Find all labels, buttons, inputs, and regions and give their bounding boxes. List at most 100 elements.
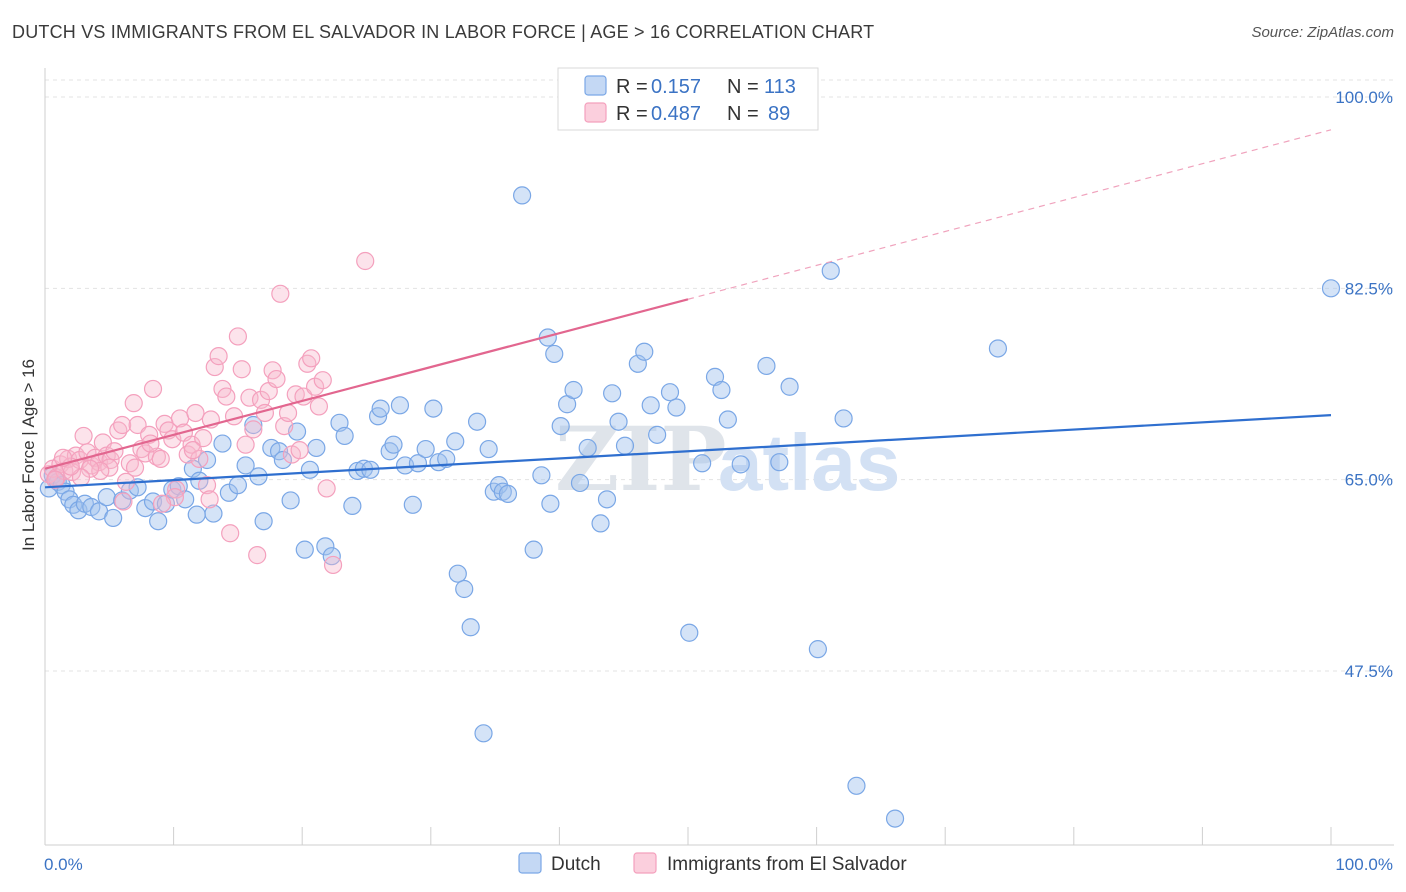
dutch-point	[770, 453, 789, 472]
dutch-point	[104, 508, 123, 528]
legend-n-label-salvador: N =	[727, 103, 759, 125]
dutch-point	[757, 356, 776, 376]
dutch-point	[236, 456, 255, 475]
dutch-point	[307, 438, 326, 458]
watermark: ZIP atlas	[555, 407, 900, 511]
dutch-point	[437, 449, 456, 468]
dutch-point	[847, 776, 866, 795]
dutch-point	[97, 488, 116, 507]
dutch-point	[467, 412, 487, 431]
series-salvador-points	[39, 251, 375, 575]
salvador-point	[313, 371, 332, 390]
dutch-point	[570, 473, 590, 493]
y-tick-label: 82.5%	[1345, 279, 1393, 298]
chart-title: DUTCH VS IMMIGRANTS FROM EL SALVADOR IN …	[12, 22, 875, 42]
legend-n-value-dutch: 113	[764, 76, 796, 98]
legend-r-value-salvador: 0.487	[651, 103, 701, 125]
salvador-point	[114, 492, 133, 511]
x-tick-label-max: 100.0%	[1335, 855, 1393, 874]
dutch-point	[498, 484, 518, 503]
dutch-point	[461, 618, 480, 637]
dutch-point	[513, 186, 532, 205]
salvador-point	[323, 555, 343, 575]
dutch-point	[551, 416, 570, 436]
dutch-point	[384, 435, 403, 454]
dutch-point	[885, 809, 905, 828]
dutch-point	[780, 377, 799, 396]
dutch-trend-line	[44, 414, 1332, 489]
dutch-point	[648, 425, 667, 444]
dutch-point	[244, 415, 263, 435]
legend-r-label-salvador: R =	[616, 103, 648, 125]
salvador-point	[217, 387, 236, 406]
salvador-point	[248, 546, 267, 565]
salvador-point	[267, 369, 286, 389]
legend-r-value-dutch: 0.157	[651, 76, 701, 98]
dutch-point	[609, 412, 628, 431]
x-tick-labels: 0.0% 100.0%	[44, 855, 1393, 874]
dutch-point	[680, 623, 699, 642]
y-tick-label: 47.5%	[1345, 662, 1393, 681]
dutch-point	[281, 491, 300, 510]
dutch-point	[693, 454, 712, 473]
dutch-point	[731, 455, 750, 474]
dutch-point	[718, 410, 737, 429]
salvador-trend-extension	[687, 129, 1332, 300]
dutch-point	[446, 432, 465, 451]
salvador-trend-line	[44, 298, 689, 470]
dutch-point	[228, 476, 247, 495]
dutch-point	[335, 426, 354, 446]
dutch-point	[988, 339, 1008, 358]
dutch-point	[808, 640, 827, 659]
dutch-point	[424, 399, 443, 418]
axes	[44, 68, 1394, 846]
dutch-point	[1321, 279, 1341, 298]
dutch-point	[273, 450, 293, 470]
source-credit: Source: ZipAtlas.com	[1251, 24, 1394, 41]
dutch-point	[197, 450, 217, 470]
dutch-point	[597, 490, 617, 509]
dutch-point	[316, 537, 335, 556]
salvador-point	[309, 397, 329, 416]
dutch-point	[295, 540, 314, 559]
dutch-point	[455, 579, 474, 599]
dutch-point	[448, 564, 467, 583]
salvador-point	[263, 361, 282, 380]
dutch-point	[545, 344, 564, 364]
watermark-atlas: atlas	[718, 418, 900, 507]
dutch-point	[416, 439, 435, 459]
salvador-point	[128, 415, 147, 435]
dutch-point	[524, 540, 543, 559]
salvador-point	[125, 458, 145, 477]
dutch-point	[532, 466, 551, 485]
salvador-point	[183, 441, 202, 460]
y-tick-labels: 100.0% 82.5% 65.0% 47.5%	[1335, 88, 1393, 681]
salvador-point	[317, 479, 336, 498]
salvador-point	[221, 524, 240, 543]
watermark-zip: ZIP	[555, 407, 727, 511]
dutch-point	[343, 496, 362, 516]
salvador-point	[244, 420, 263, 439]
dutch-point	[213, 434, 232, 453]
salvador-point	[200, 490, 219, 509]
legend-n-value-salvador: 89	[768, 103, 790, 125]
salvador-point	[232, 360, 251, 379]
salvador-point	[236, 435, 255, 454]
salvador-point	[209, 347, 228, 366]
salvador-point	[271, 284, 290, 303]
y-axis-title: In Labor Force | Age > 16	[19, 359, 38, 551]
dutch-point	[635, 342, 654, 361]
dutch-point	[541, 494, 560, 513]
dutch-point	[603, 384, 622, 403]
dutch-point	[660, 383, 680, 402]
dutch-point	[591, 514, 610, 533]
dutch-point	[641, 396, 660, 415]
salvador-point	[356, 251, 375, 271]
salvador-point	[152, 494, 172, 513]
salvador-point	[113, 415, 132, 435]
salvador-point	[151, 449, 170, 468]
dutch-point	[479, 439, 498, 459]
dutch-point	[254, 512, 273, 531]
dutch-point	[403, 495, 422, 514]
salvador-point	[228, 327, 247, 346]
